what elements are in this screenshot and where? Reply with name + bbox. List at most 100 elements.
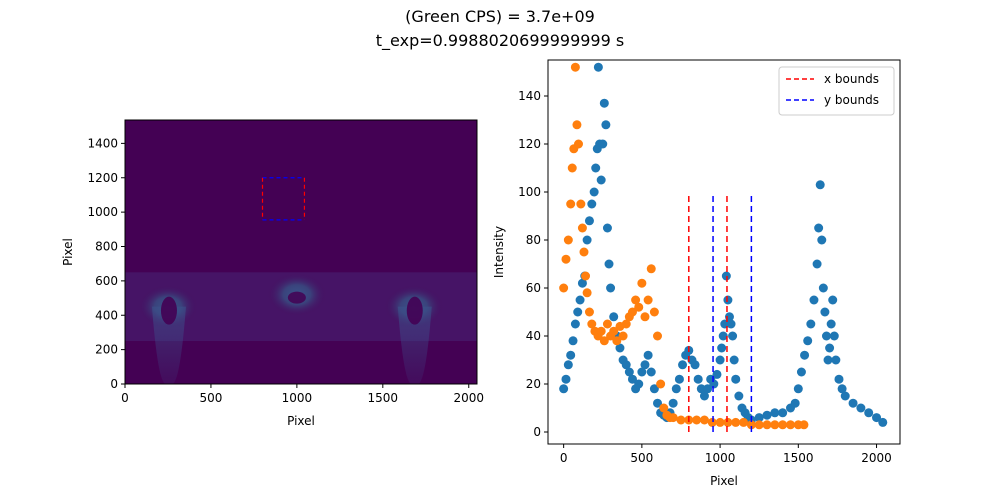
scatter-point-series-1	[649, 307, 659, 317]
scatter-point-series-0	[609, 312, 619, 322]
scatter-x-tick-label: 2000	[861, 451, 892, 465]
scatter-point-series-0	[828, 295, 838, 305]
scatter-point-series-1	[640, 312, 650, 322]
scatter-point-series-0	[582, 235, 592, 245]
scatter-point-series-0	[693, 374, 703, 384]
scatter-x-tick-label: 1000	[705, 451, 736, 465]
heatmap-right-glow-streak	[397, 306, 432, 384]
scatter-points	[559, 62, 888, 430]
scatter-point-series-0	[649, 384, 659, 394]
scatter-point-series-1	[643, 295, 653, 305]
heatmap-left-glow-core	[160, 296, 177, 325]
scatter-point-series-0	[770, 408, 780, 418]
scatter-point-series-0	[709, 379, 719, 389]
scatter-point-series-0	[823, 355, 833, 365]
scatter-point-series-0	[840, 391, 850, 401]
scatter-point-series-0	[734, 391, 744, 401]
heatmap-right-glow-core	[406, 296, 423, 325]
scatter-point-series-0	[728, 331, 738, 341]
scatter-y-tick-label: 140	[518, 89, 541, 103]
figure-title-line2: t_exp=0.9988020699999999 s	[376, 31, 624, 51]
scatter-point-series-0	[814, 223, 824, 233]
scatter-point-series-1	[637, 278, 647, 288]
heatmap-left-glow-streak	[151, 306, 186, 384]
scatter-point-series-0	[640, 360, 650, 370]
heatmap-frame	[124, 119, 478, 385]
scatter-point-series-1	[581, 271, 591, 281]
scatter-point-series-0	[561, 374, 571, 384]
scatter-point-series-1	[723, 417, 733, 427]
scatter-x-ticks: 0 500 1000 1500 2000	[560, 444, 892, 465]
scatter-point-series-0	[754, 413, 764, 423]
scatter-point-series-1	[566, 199, 576, 209]
scatter-point-series-0	[809, 295, 819, 305]
scatter-point-series-0	[796, 367, 806, 377]
scatter-y-tick-label: 20	[526, 377, 541, 391]
scatter-point-series-1	[577, 223, 587, 233]
scatter-point-series-0	[778, 408, 788, 418]
figure-title-line1: (Green CPS) = 3.7e+09	[405, 7, 595, 26]
scatter-point-series-1	[612, 336, 622, 346]
scatter-point-series-0	[668, 398, 678, 408]
scatter-point-series-1	[574, 139, 584, 149]
scatter-point-series-0	[848, 398, 858, 408]
scatter-x-tick-label: 1500	[783, 451, 814, 465]
heatmap-y-tick-label: 800	[95, 240, 118, 254]
scatter-point-series-1	[656, 379, 666, 389]
scatter-point-series-0	[566, 350, 576, 360]
scatter-point-series-0	[584, 216, 594, 226]
scatter-point-series-0	[829, 331, 839, 341]
scatter-point-series-0	[604, 259, 614, 269]
scatter-point-series-0	[653, 398, 663, 408]
scatter-point-series-0	[696, 384, 706, 394]
scatter-point-series-0	[624, 367, 634, 377]
scatter-point-series-0	[806, 319, 816, 329]
scatter-point-series-0	[831, 355, 841, 365]
legend-box	[778, 66, 895, 116]
scatter-y-label: Intensity	[492, 226, 506, 278]
scatter-y-tick-label: 0	[533, 425, 541, 439]
scatter-point-series-0	[803, 336, 813, 346]
scatter-point-series-0	[598, 139, 608, 149]
heatmap-x-tick-label: 2000	[453, 391, 484, 405]
scatter-point-series-0	[615, 343, 625, 353]
scatter-point-series-1	[584, 307, 594, 317]
heatmap-y-tick-label: 1400	[87, 136, 118, 150]
scatter-point-series-1	[587, 319, 597, 329]
scatter-point-series-0	[762, 410, 772, 420]
scatter-point-series-0	[812, 259, 822, 269]
scatter-point-series-1	[668, 413, 678, 423]
scatter-point-series-0	[678, 360, 688, 370]
scatter-point-series-0	[589, 187, 599, 197]
scatter-y-tick-label: 80	[526, 233, 541, 247]
scatter-point-series-1	[559, 283, 569, 293]
scatter-point-series-0	[568, 336, 578, 346]
scatter-point-series-1	[627, 307, 637, 317]
scatter-point-series-1	[621, 319, 631, 329]
scatter-y-ticks: 0 20 40 60 80 100 120 140	[518, 89, 548, 439]
scatter-point-series-0	[856, 403, 866, 413]
scatter-point-series-0	[606, 283, 616, 293]
heatmap-y-ticks: 0 200 400 600 800 1000 1200 1400	[87, 136, 125, 391]
heatmap-x-tick-label: 1500	[368, 391, 399, 405]
scatter-point-series-1	[762, 420, 772, 430]
scatter-point-series-1	[634, 302, 644, 312]
heatmap-features	[125, 272, 477, 384]
scatter-point-series-0	[577, 278, 587, 288]
roi-box	[261, 177, 306, 221]
scatter-point-series-1	[561, 254, 571, 264]
scatter-point-series-0	[793, 384, 803, 394]
scatter-background	[548, 60, 900, 444]
heatmap-y-label: Pixel	[61, 238, 75, 266]
scatter-point-series-1	[659, 403, 669, 413]
scatter-point-series-0	[621, 360, 631, 370]
scatter-point-series-1	[692, 415, 702, 425]
scatter-point-series-1	[778, 420, 788, 430]
scatter-point-series-1	[572, 120, 582, 130]
scatter-point-series-0	[637, 367, 647, 377]
scatter-point-series-0	[596, 175, 606, 185]
scatter-point-series-0	[820, 307, 830, 317]
scatter-point-series-1	[618, 331, 628, 341]
scatter-point-series-0	[627, 374, 637, 384]
scatter-point-series-0	[817, 235, 827, 245]
